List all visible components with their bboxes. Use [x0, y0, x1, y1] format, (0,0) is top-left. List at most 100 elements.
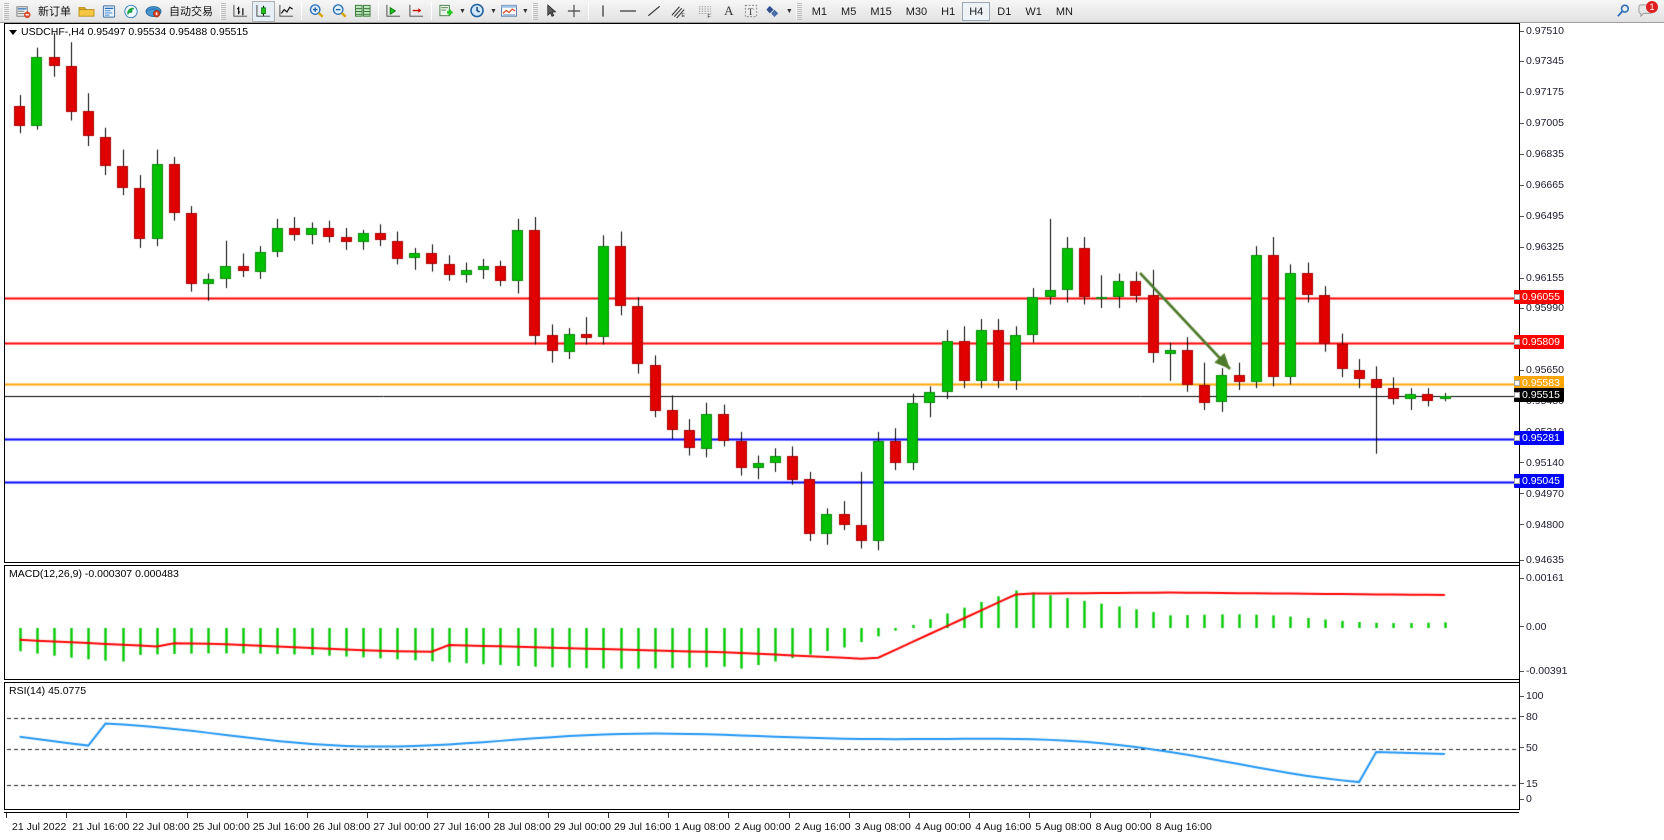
macd-pane[interactable]: MACD(12,26,9) -0.000307 0.000483 [4, 565, 1519, 680]
time-axis-tick [307, 813, 308, 818]
price-axis-tick: 0.96665 [1520, 179, 1564, 191]
timeframe-m15[interactable]: M15 [870, 5, 892, 18]
expert-advisor-icon[interactable] [142, 1, 165, 22]
time-axis-label: 21 Jul 2022 [12, 821, 67, 833]
toolbar-grip-3[interactable] [531, 2, 538, 20]
toolbar-separator-3 [431, 2, 432, 20]
price-marker-resistance-line[interactable]: 0.96055 [1514, 290, 1564, 305]
time-axis-tick [427, 813, 429, 818]
text-icon[interactable]: A [724, 3, 734, 18]
toolbar-grip-4[interactable] [795, 2, 802, 20]
price-candles-canvas[interactable] [5, 24, 1519, 563]
search-icon[interactable] [1612, 1, 1634, 22]
notifications-icon[interactable]: 1 [1634, 0, 1658, 22]
new-order-button[interactable]: 新订单 [38, 6, 71, 18]
shapes-icon[interactable] [762, 1, 785, 22]
chart-shift-icon[interactable] [382, 1, 405, 22]
folder-yellow-icon[interactable] [75, 1, 98, 22]
auto-scroll-icon[interactable] [405, 1, 428, 22]
time-axis-label: 26 Jul 08:00 [313, 821, 371, 833]
timeframe-h1[interactable]: H1 [941, 5, 956, 18]
timeframe-w1[interactable]: W1 [1025, 5, 1042, 18]
chevron-down-icon-4[interactable]: ▼ [785, 7, 793, 15]
rsi-axis-tick: 50 [1520, 742, 1538, 754]
candlestick-chart-icon[interactable] [252, 0, 275, 22]
time-axis-label: 21 Jul 16:00 [72, 821, 130, 833]
price-marker-pivot-line[interactable]: 0.95583 [1514, 376, 1564, 390]
price-marker-support-line[interactable]: 0.95045 [1514, 473, 1564, 488]
rsi-axis-tick: 100 [1520, 691, 1544, 702]
macd-axis-tick: 0.00161 [1520, 573, 1564, 584]
toolbar-grip[interactable] [3, 2, 9, 20]
timeframe-m5[interactable]: M5 [841, 5, 857, 18]
fibonacci-retracement-icon[interactable]: F [692, 1, 718, 22]
time-axis-label: 2 Aug 00:00 [734, 821, 791, 833]
price-axis[interactable]: 0.97510 0.97345 0.97175 0.97005 0.96835 0.966… [1514, 23, 1664, 810]
timeframe-h4[interactable]: H4 [962, 1, 991, 21]
time-axis-tick [186, 813, 188, 818]
trendline-icon[interactable] [642, 1, 666, 22]
price-marker-support-line[interactable]: 0.95281 [1514, 430, 1564, 445]
signals-icon[interactable] [120, 1, 142, 22]
time-axis-tick [1029, 813, 1031, 818]
time-axis-label: 27 Jul 16:00 [433, 821, 491, 833]
price-axis-tick: 0.94635 [1520, 555, 1564, 566]
line-chart-icon[interactable] [275, 1, 298, 22]
data-window-icon[interactable] [351, 1, 375, 22]
vertical-line-icon[interactable] [592, 1, 614, 22]
time-axis-tick [668, 813, 670, 818]
chart-area[interactable]: USDCHF-,H4 0.95497 0.95534 0.95488 0.955… [0, 23, 1664, 840]
price-marker-value: 0.95515 [1522, 389, 1560, 402]
chevron-down-icon-2[interactable]: ▼ [489, 7, 497, 15]
chevron-down-icon-3[interactable]: ▼ [521, 7, 529, 15]
toolbar-separator-4 [587, 2, 589, 20]
price-marker-resistance-line[interactable]: 0.95809 [1514, 334, 1564, 349]
add-indicator-icon[interactable] [435, 1, 458, 22]
price-axis-tick: 0.95140 [1520, 457, 1564, 469]
timeframe-m1[interactable]: M1 [811, 5, 828, 18]
toolbar-grip-2[interactable] [220, 2, 226, 20]
zoom-in-icon[interactable] [305, 1, 328, 22]
time-axis-tick [788, 813, 790, 818]
svg-text:F: F [707, 14, 711, 19]
price-axis-tick: 0.96835 [1520, 149, 1564, 160]
clock-period-icon[interactable] [466, 1, 489, 22]
crosshair-icon[interactable] [563, 1, 585, 22]
time-axis-tick [6, 813, 7, 818]
main-toolbar: 新订单 自动交易 [0, 0, 1664, 23]
horizontal-line-icon[interactable] [614, 1, 642, 22]
macd-canvas[interactable] [5, 566, 1519, 680]
terminal-icon[interactable] [98, 1, 120, 22]
timeframe-mn[interactable]: MN [1055, 5, 1073, 18]
bar-chart-icon[interactable] [229, 1, 252, 22]
timeframe-m30[interactable]: M30 [905, 5, 928, 18]
new-order-icon[interactable] [12, 1, 34, 22]
rsi-canvas[interactable] [5, 683, 1519, 810]
rsi-axis-tick: 15 [1520, 778, 1538, 790]
price-pane[interactable]: USDCHF-,H4 0.95497 0.95534 0.95488 0.955… [4, 23, 1519, 563]
time-axis-label: 25 Jul 16:00 [252, 821, 311, 833]
time-axis-tick [1089, 813, 1091, 818]
equidistant-channel-icon[interactable]: E [666, 1, 692, 22]
price-axis-tick: 0.97510 [1520, 26, 1564, 37]
symbol-dropdown-icon[interactable] [9, 29, 17, 35]
text-label-icon[interactable]: T [740, 1, 762, 22]
time-axis-tick [367, 813, 369, 818]
cursor-icon[interactable] [541, 1, 563, 22]
timeframe-d1[interactable]: D1 [997, 5, 1012, 18]
price-marker-current-price[interactable]: 0.95515 [1514, 388, 1564, 403]
price-axis-tick: 0.96495 [1520, 210, 1564, 222]
chevron-down-icon[interactable]: ▼ [459, 7, 466, 15]
price-axis-tick: 0.96325 [1520, 241, 1564, 253]
time-axis-label: 1 Aug 08:00 [674, 821, 731, 833]
time-axis[interactable]: 21 Jul 2022 21 Jul 16:00 22 Jul 08:00 25 Ju… [4, 812, 1519, 840]
price-marker-value: 0.95583 [1522, 377, 1560, 389]
price-axis-tick: 0.97175 [1520, 87, 1564, 98]
auto-trading-button[interactable]: 自动交易 [169, 6, 213, 18]
time-axis-tick [487, 813, 489, 818]
rsi-pane[interactable]: RSI(14) 45.0775 [4, 682, 1519, 810]
symbol-header: USDCHF-,H4 0.95497 0.95534 0.95488 0.955… [9, 26, 248, 38]
time-axis-label: 5 Aug 08:00 [1035, 821, 1092, 833]
zoom-out-icon[interactable] [328, 1, 351, 22]
templates-icon[interactable] [497, 1, 521, 22]
